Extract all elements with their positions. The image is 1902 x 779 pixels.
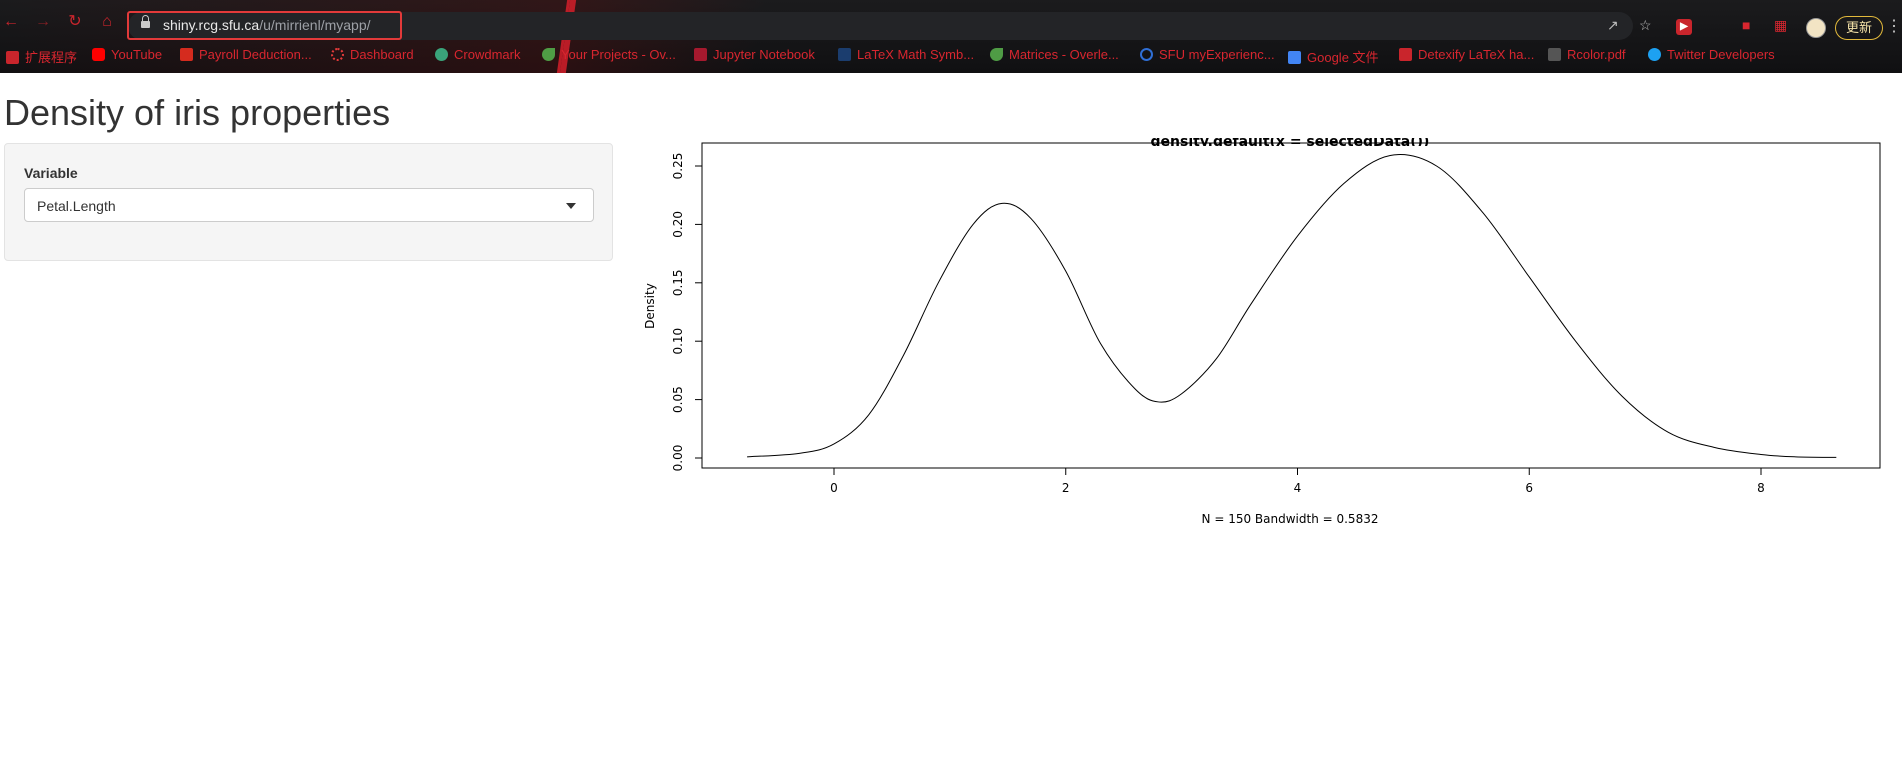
reload-icon[interactable]: ↻: [68, 13, 82, 30]
avatar[interactable]: [1806, 18, 1826, 38]
youtube-icon: [92, 48, 105, 61]
menu-dots-icon[interactable]: ⋮: [1886, 18, 1902, 35]
share-icon[interactable]: ↗: [1607, 17, 1619, 33]
variable-label: Variable: [24, 165, 78, 181]
y-tick-label: 0.05: [671, 386, 685, 413]
lock-icon[interactable]: [141, 15, 150, 29]
bookmark-item[interactable]: YouTube: [92, 47, 162, 62]
bookmark-item[interactable]: Google 文件: [1288, 47, 1379, 66]
detexify-icon: [1399, 48, 1412, 61]
plot-frame: [701, 142, 1881, 469]
density-curve: [747, 154, 1837, 458]
x-tick-label: 8: [1757, 481, 1765, 495]
bookmark-item[interactable]: Dashboard: [331, 47, 414, 62]
chart-title: density.default(x = selectedData()): [1151, 138, 1430, 150]
y-tick-label: 0.20: [671, 211, 685, 238]
bookmark-item[interactable]: Your Projects - Ov...: [542, 47, 676, 62]
y-tick-label: 0.10: [671, 328, 685, 355]
overleaf-icon: [990, 48, 1003, 61]
sfu-icon: [694, 48, 707, 61]
bookmark-item[interactable]: Jupyter Notebook: [694, 47, 815, 62]
bookmark-item[interactable]: Detexify LaTeX ha...: [1399, 47, 1534, 62]
overleaf-icon: [542, 48, 555, 61]
google-docs-icon: [1288, 51, 1301, 64]
address-bar[interactable]: [128, 12, 1633, 40]
bookmark-item[interactable]: Rcolor.pdf: [1548, 47, 1626, 62]
update-button[interactable]: 更新: [1835, 16, 1883, 40]
bookmark-item[interactable]: Matrices - Overle...: [990, 47, 1119, 62]
bookmark-item[interactable]: 扩展程序: [6, 47, 77, 66]
bookmark-item[interactable]: SFU myExperienc...: [1140, 47, 1275, 62]
maple-leaf-icon: [180, 48, 193, 61]
pdf-icon: [1548, 48, 1561, 61]
bookmark-item[interactable]: LaTeX Math Symb...: [838, 47, 974, 62]
navigation-row: ← → ↻ ⌂ shiny.rcg.sfu.ca/u/mirrienl/myap…: [0, 6, 1902, 40]
chevron-down-icon[interactable]: [566, 203, 576, 209]
x-axis-label: N = 150 Bandwidth = 0.5832: [1202, 512, 1379, 526]
page-title: Density of iris properties: [4, 92, 391, 133]
forward-arrow-icon[interactable]: →: [35, 13, 51, 30]
bookmark-item[interactable]: Crowdmark: [435, 47, 520, 62]
bookmarks-bar: 扩展程序 YouTube Payroll Deduction... Dashbo…: [0, 44, 1902, 66]
y-tick-label: 0.00: [671, 445, 685, 472]
y-tick-label: 0.15: [671, 269, 685, 296]
variable-selected-value: Petal.Length: [37, 198, 116, 214]
extensions-icon: [6, 51, 19, 64]
dashboard-icon: [331, 48, 344, 61]
x-tick-label: 4: [1294, 481, 1302, 495]
url-highlight-box: [127, 11, 402, 40]
x-tick-label: 2: [1062, 481, 1070, 495]
side-panel-icon[interactable]: ▦: [1774, 17, 1788, 33]
sidebar-panel: Variable Petal.Length: [4, 143, 613, 261]
x-tick-label: 6: [1525, 481, 1533, 495]
back-arrow-icon[interactable]: ←: [3, 13, 19, 30]
puzzle-icon[interactable]: ■: [1742, 17, 1751, 33]
y-tick-label: 0.25: [671, 153, 685, 180]
browser-chrome: ← → ↻ ⌂ shiny.rcg.sfu.ca/u/mirrienl/myap…: [0, 0, 1902, 73]
bookmark-item[interactable]: Payroll Deduction...: [180, 47, 312, 62]
y-axis-label: Density: [643, 283, 657, 329]
extension-icon[interactable]: ▶: [1676, 19, 1692, 35]
sfu-loop-icon: [1140, 48, 1153, 61]
home-icon[interactable]: ⌂: [102, 13, 112, 30]
twitter-icon: [1648, 48, 1661, 61]
density-plot: 0 2 4 6 8 0.00 0.05 0.10 0.15 0.20 0.25 Density N = …: [643, 138, 1881, 526]
variable-select[interactable]: Petal.Length: [24, 188, 594, 222]
uci-icon: [838, 48, 851, 61]
bookmark-item[interactable]: Twitter Developers: [1648, 47, 1775, 62]
crowdmark-icon: [435, 48, 448, 61]
x-tick-label: 0: [830, 481, 838, 495]
star-icon[interactable]: ☆: [1639, 17, 1652, 33]
url-text[interactable]: shiny.rcg.sfu.ca/u/mirrienl/myapp/: [163, 17, 371, 33]
